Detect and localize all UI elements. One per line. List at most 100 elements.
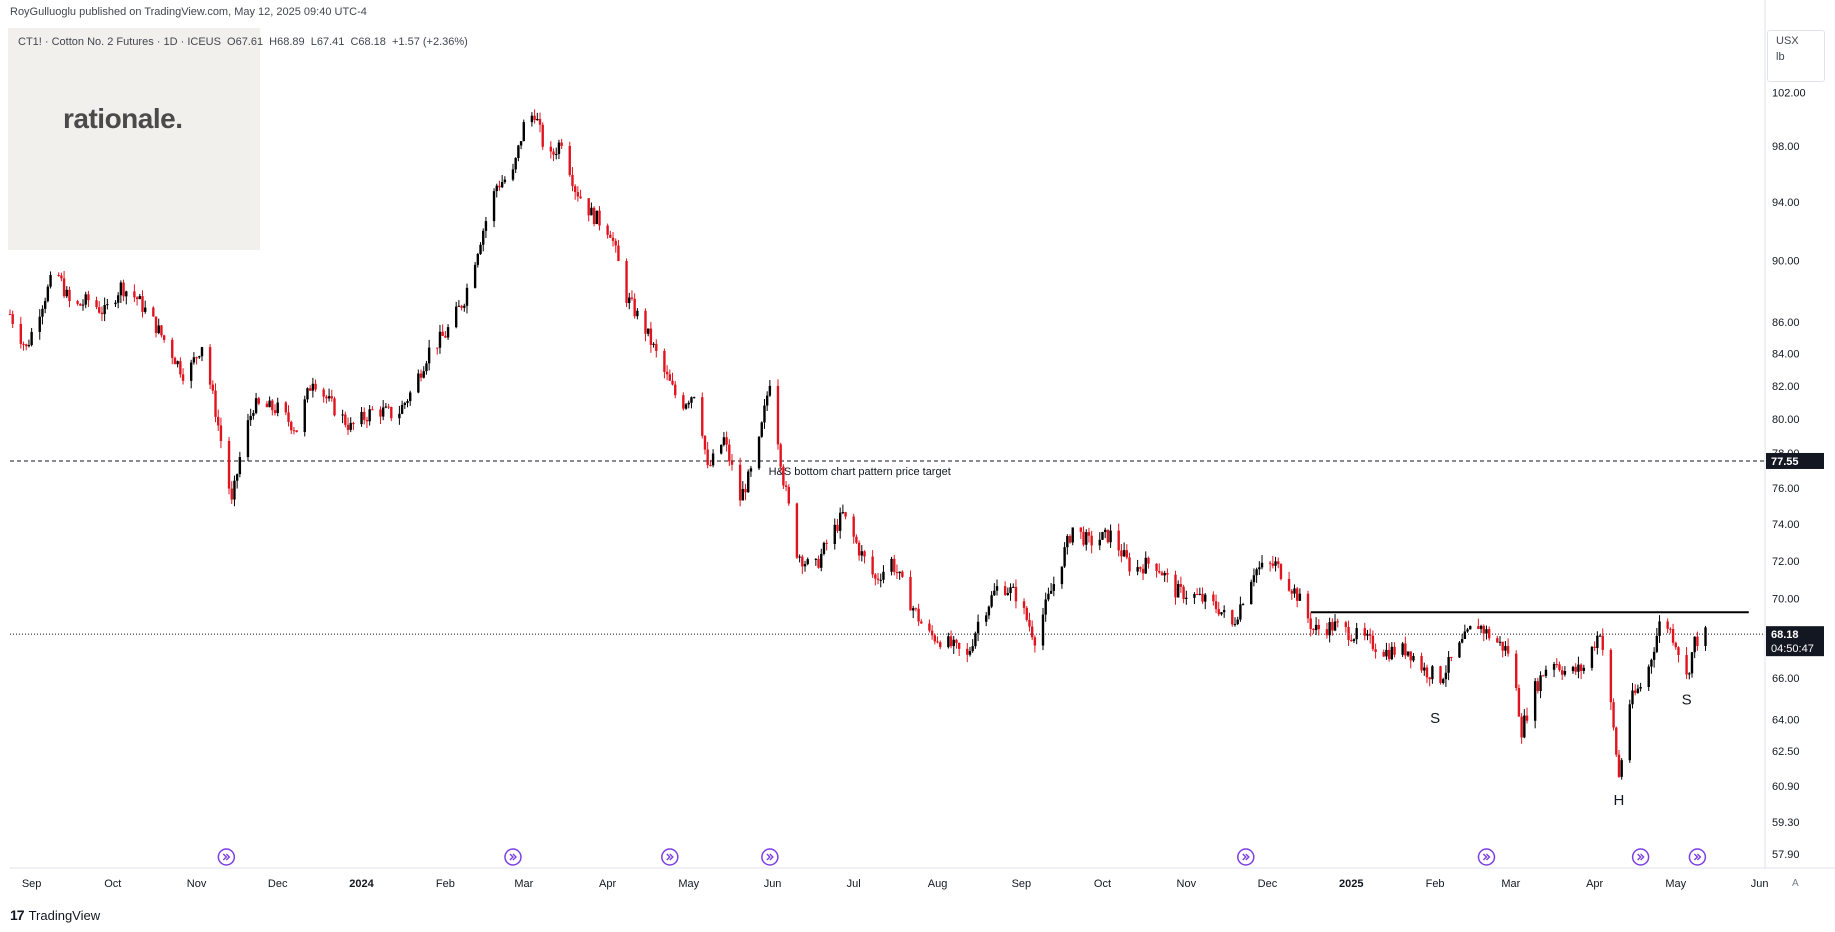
candle-body <box>406 401 409 404</box>
candle-body <box>701 397 704 436</box>
x-tick-label: Nov <box>187 878 207 890</box>
candle-body <box>987 606 991 616</box>
candle-body <box>974 633 977 647</box>
candle-body <box>1596 635 1599 648</box>
x-tick-label: May <box>678 878 699 890</box>
candle-body <box>947 636 950 648</box>
candle-body <box>687 402 690 405</box>
candle-body <box>1536 681 1540 692</box>
candle-body <box>57 274 60 276</box>
candle-body <box>682 395 685 409</box>
candle-body <box>930 630 934 636</box>
candle-body <box>1525 715 1529 721</box>
event-arrow-icon <box>666 853 674 861</box>
candle-body <box>438 331 442 348</box>
candle-body <box>1176 584 1180 598</box>
candle-body <box>595 210 599 224</box>
candle-body <box>1477 625 1480 630</box>
candle-body <box>1406 651 1410 656</box>
candle-body <box>327 396 331 399</box>
target-annotation: H&S bottom chart pattern price target <box>769 466 951 478</box>
candle-body <box>522 122 525 142</box>
candle-body <box>1577 664 1580 672</box>
candle-body <box>390 407 393 419</box>
candle-body <box>1382 651 1385 657</box>
candle-body <box>273 410 277 414</box>
candle-body <box>1390 646 1394 660</box>
candle-body <box>825 542 828 544</box>
tradingview-footer[interactable]: 17 TradingView <box>10 907 100 923</box>
y-tick-label: 66.00 <box>1772 673 1800 685</box>
candle-body <box>573 186 577 193</box>
candle-body <box>1204 594 1207 602</box>
symbol-name[interactable]: CT1! · Cotton No. 2 Futures · 1D · ICEUS <box>18 36 221 48</box>
candle-body <box>8 314 12 316</box>
candle-body <box>314 383 317 390</box>
candle-body <box>860 551 864 556</box>
candle-body <box>333 398 336 416</box>
candle-body <box>181 374 185 381</box>
y-tick-label: 102.00 <box>1772 87 1806 99</box>
candle-body <box>625 261 628 304</box>
candle-body <box>879 579 882 581</box>
candle-body <box>876 578 880 580</box>
y-tick-label: 70.00 <box>1772 594 1800 606</box>
candle-body <box>1517 688 1521 717</box>
candle-body <box>630 297 634 299</box>
candle-body <box>1298 593 1302 601</box>
candle-body <box>765 395 769 406</box>
candle-body <box>311 383 315 391</box>
candle-body <box>1239 604 1242 620</box>
candle-body <box>571 174 574 187</box>
event-arrow-icon <box>509 853 517 861</box>
candle-body <box>1693 636 1696 653</box>
candle-body <box>684 404 688 409</box>
candle-body <box>400 405 404 414</box>
candle-body <box>1674 642 1677 648</box>
candle-body <box>25 344 28 347</box>
candle-body <box>1155 563 1158 571</box>
last-price-badge <box>1766 626 1824 657</box>
candle-body <box>655 343 658 351</box>
symbol-legend[interactable]: CT1! · Cotton No. 2 Futures · 1D · ICEUS… <box>18 36 471 48</box>
candle-body <box>966 648 969 655</box>
x-tick-label: Aug <box>928 878 948 890</box>
candle-body <box>795 503 799 558</box>
candle-body <box>1458 642 1461 658</box>
candle-body <box>1158 570 1161 573</box>
candle-body <box>1574 666 1577 672</box>
candle-body <box>957 642 961 649</box>
candle-body <box>576 192 580 197</box>
candle-body <box>1479 625 1483 630</box>
candle-body <box>214 390 217 417</box>
candle-body <box>833 524 836 544</box>
candle-body <box>1520 716 1523 738</box>
candle-body <box>1003 586 1007 595</box>
candle-body <box>1317 624 1321 630</box>
candle-body <box>1214 601 1218 610</box>
y-tick-label: 60.90 <box>1772 781 1800 793</box>
candle-body <box>1617 754 1621 777</box>
candle-body <box>287 412 290 422</box>
candle-body <box>1314 624 1318 631</box>
candle-body <box>609 234 612 238</box>
candle-body <box>1125 550 1129 558</box>
candle-body <box>1658 621 1661 636</box>
auto-scale-button[interactable]: A <box>1792 878 1799 889</box>
candle-body <box>1690 652 1694 674</box>
candle-body <box>914 608 918 610</box>
x-tick-label: Jul <box>847 878 861 890</box>
candle-body <box>703 435 707 450</box>
candle-body <box>1241 604 1245 606</box>
candle-body <box>533 115 536 121</box>
candle-body <box>387 406 390 408</box>
candle-body <box>552 151 555 155</box>
candle-body <box>198 356 201 358</box>
event-arrow-icon <box>1693 853 1702 861</box>
candle-body <box>1542 675 1545 677</box>
candle-body <box>295 430 298 432</box>
unit-selector[interactable]: USX lb <box>1767 30 1825 82</box>
candle-body <box>1506 646 1510 654</box>
candle-body <box>711 453 715 466</box>
